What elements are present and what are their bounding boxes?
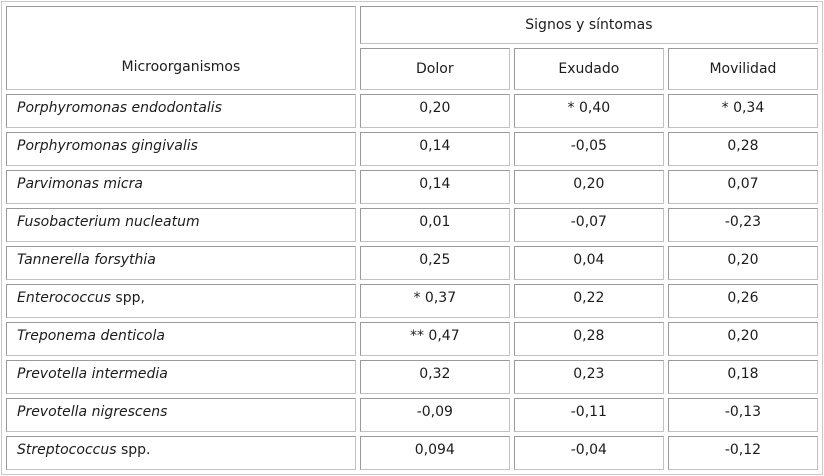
microorganism-name: Prevotella intermedia (17, 366, 168, 382)
table-row: Parvimonas micra 0,14 0,20 0,07 (6, 170, 818, 204)
table-header-row-group: Microorganismos Signos y síntomas (6, 6, 818, 90)
exudado-value-cell: 0,23 (513, 360, 664, 394)
exudado-value-cell: -0,11 (513, 398, 664, 432)
dolor-value-cell: 0,01 (359, 208, 510, 242)
movilidad-value-cell: 0,18 (667, 360, 818, 394)
column-header-movilidad: Movilidad (667, 48, 818, 90)
microorganism-name-suffix: spp, (110, 290, 145, 306)
microorganism-name-cell: Treponema denticola (6, 322, 356, 356)
microorganism-name-cell: Streptococcus spp. (6, 436, 356, 470)
microorganism-name: Streptococcus (17, 442, 117, 458)
exudado-value-cell: -0,05 (513, 132, 664, 166)
exudado-value-cell: 0,20 (513, 170, 664, 204)
microorganism-name: Porphyromonas endodontalis (17, 100, 222, 116)
exudado-value-cell: -0,07 (513, 208, 664, 242)
microorganism-name-suffix: spp. (116, 442, 151, 458)
table-row: Prevotella intermedia 0,32 0,23 0,18 (6, 360, 818, 394)
table-header: Microorganismos Signos y síntomas Dolor … (6, 6, 818, 90)
microorganism-name-cell: Tannerella forsythia (6, 246, 356, 280)
column-header-dolor: Dolor (359, 48, 510, 90)
dolor-value-cell: 0,094 (359, 436, 510, 470)
table-row: Fusobacterium nucleatum 0,01 -0,07 -0,23 (6, 208, 818, 242)
microorganism-name: Prevotella nigrescens (17, 404, 168, 420)
microorganism-name: Treponema denticola (17, 328, 165, 344)
movilidad-value-cell: 0,07 (667, 170, 818, 204)
microorganism-name: Tannerella forsythia (17, 252, 156, 268)
microorganism-name-cell: Parvimonas micra (6, 170, 356, 204)
microorganism-name: Fusobacterium nucleatum (17, 214, 200, 230)
dolor-value-cell: ** 0,47 (359, 322, 510, 356)
table-row: Streptococcus spp. 0,094 -0,04 -0,12 (6, 436, 818, 470)
table-header-row-columns: Dolor Exudado Movilidad (6, 48, 818, 90)
exudado-value-cell: -0,04 (513, 436, 664, 470)
movilidad-value-cell: -0,12 (667, 436, 818, 470)
exudado-value-cell: * 0,40 (513, 94, 664, 128)
movilidad-value-cell: 0,20 (667, 322, 818, 356)
table-body: Porphyromonas endodontalis 0,20 * 0,40 *… (6, 94, 818, 470)
table-row: Porphyromonas endodontalis 0,20 * 0,40 *… (6, 94, 818, 128)
microorganism-name-cell: Prevotella intermedia (6, 360, 356, 394)
movilidad-value-cell: 0,28 (667, 132, 818, 166)
exudado-value-cell: 0,22 (513, 284, 664, 318)
signs-symptoms-group-header-cell: Signos y síntomas (359, 6, 818, 44)
movilidad-value-cell: 0,26 (667, 284, 818, 318)
dolor-value-cell: -0,09 (359, 398, 510, 432)
microorganism-name-cell: Fusobacterium nucleatum (6, 208, 356, 242)
movilidad-value-cell: -0,23 (667, 208, 818, 242)
microorganism-name-cell: Enterococcus spp, (6, 284, 356, 318)
exudado-value-cell: 0,28 (513, 322, 664, 356)
column-header-exudado: Exudado (513, 48, 664, 90)
dolor-value-cell: 0,25 (359, 246, 510, 280)
table-row: Tannerella forsythia 0,25 0,04 0,20 (6, 246, 818, 280)
dolor-value-cell: 0,20 (359, 94, 510, 128)
microorganism-name-cell: Porphyromonas endodontalis (6, 94, 356, 128)
dolor-value-cell: 0,14 (359, 170, 510, 204)
microorganisms-header-cell: Microorganismos (6, 6, 356, 90)
table-row: Prevotella nigrescens -0,09 -0,11 -0,13 (6, 398, 818, 432)
microorganism-name-cell: Prevotella nigrescens (6, 398, 356, 432)
microorganism-name: Parvimonas micra (17, 176, 143, 192)
dolor-value-cell: 0,32 (359, 360, 510, 394)
table-row: Treponema denticola ** 0,47 0,28 0,20 (6, 322, 818, 356)
microorganism-name: Enterococcus (17, 290, 111, 306)
dolor-value-cell: 0,14 (359, 132, 510, 166)
movilidad-value-cell: * 0,34 (667, 94, 818, 128)
movilidad-value-cell: 0,20 (667, 246, 818, 280)
microorganism-name: Porphyromonas gingivalis (17, 138, 198, 154)
movilidad-value-cell: -0,13 (667, 398, 818, 432)
exudado-value-cell: 0,04 (513, 246, 664, 280)
table-row: Porphyromonas gingivalis 0,14 -0,05 0,28 (6, 132, 818, 166)
table-row: Enterococcus spp, * 0,37 0,22 0,26 (6, 284, 818, 318)
dolor-value-cell: * 0,37 (359, 284, 510, 318)
microorganism-name-cell: Porphyromonas gingivalis (6, 132, 356, 166)
